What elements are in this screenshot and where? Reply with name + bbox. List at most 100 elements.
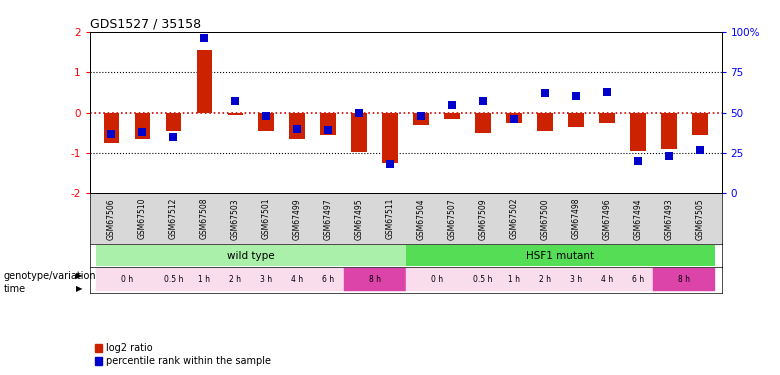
Point <box>415 113 427 119</box>
Text: GSM67512: GSM67512 <box>168 198 178 239</box>
Text: ▶: ▶ <box>76 271 83 280</box>
Point <box>291 126 303 132</box>
Bar <box>220 268 250 291</box>
Text: GSM67509: GSM67509 <box>478 198 488 240</box>
Text: 0.5 h: 0.5 h <box>473 275 493 284</box>
Text: ▶: ▶ <box>76 284 83 293</box>
Text: GSM67508: GSM67508 <box>200 198 209 240</box>
Text: 8 h: 8 h <box>679 275 690 284</box>
Bar <box>382 112 398 163</box>
Bar <box>313 268 344 291</box>
Text: GSM67496: GSM67496 <box>602 198 612 240</box>
Bar <box>506 112 522 123</box>
Bar <box>561 268 591 291</box>
Point <box>322 128 335 134</box>
Bar <box>530 268 561 291</box>
Point <box>477 98 489 104</box>
Point <box>693 147 706 153</box>
Text: GSM67504: GSM67504 <box>417 198 426 240</box>
Bar <box>352 112 367 152</box>
Text: genotype/variation: genotype/variation <box>4 271 97 280</box>
Text: GSM67498: GSM67498 <box>572 198 580 240</box>
Bar <box>104 112 119 143</box>
Bar <box>591 268 622 291</box>
Point <box>663 153 675 159</box>
Text: GSM67507: GSM67507 <box>448 198 456 240</box>
Bar <box>406 245 715 266</box>
Point <box>229 98 242 104</box>
Text: 0 h: 0 h <box>121 275 133 284</box>
Bar <box>96 245 406 266</box>
Text: 6 h: 6 h <box>322 275 335 284</box>
Text: 3 h: 3 h <box>261 275 272 284</box>
Text: 0.5 h: 0.5 h <box>164 275 183 284</box>
Text: wild type: wild type <box>227 251 275 261</box>
Text: 0 h: 0 h <box>431 275 442 284</box>
Text: 3 h: 3 h <box>570 275 582 284</box>
Bar <box>289 112 305 139</box>
Point <box>384 161 396 167</box>
Text: GSM67494: GSM67494 <box>633 198 643 240</box>
Point <box>198 35 211 41</box>
Bar <box>282 268 313 291</box>
Bar <box>228 112 243 116</box>
Bar <box>498 268 530 291</box>
Text: GSM67501: GSM67501 <box>262 198 271 240</box>
Bar <box>250 268 282 291</box>
Bar <box>321 112 336 135</box>
Bar <box>599 112 615 123</box>
Text: 1 h: 1 h <box>508 275 520 284</box>
Point <box>446 102 459 108</box>
Text: 6 h: 6 h <box>632 275 644 284</box>
Text: 2 h: 2 h <box>539 275 551 284</box>
Bar <box>622 268 654 291</box>
Bar <box>189 268 220 291</box>
Bar <box>258 112 274 131</box>
Bar <box>568 112 583 127</box>
Bar <box>630 112 646 151</box>
Text: GSM67505: GSM67505 <box>695 198 704 240</box>
Bar <box>654 268 715 291</box>
Bar <box>135 112 150 139</box>
Text: time: time <box>4 284 26 294</box>
Bar <box>413 112 429 125</box>
Bar <box>406 268 467 291</box>
Bar <box>467 268 498 291</box>
Point <box>105 130 118 136</box>
Text: 1 h: 1 h <box>198 275 211 284</box>
Text: 8 h: 8 h <box>369 275 381 284</box>
Text: GSM67497: GSM67497 <box>324 198 333 240</box>
Bar <box>158 268 189 291</box>
Bar <box>96 268 158 291</box>
Text: GSM67499: GSM67499 <box>292 198 302 240</box>
Point <box>136 129 148 135</box>
Legend: log2 ratio, percentile rank within the sample: log2 ratio, percentile rank within the s… <box>94 344 271 366</box>
Point <box>353 110 365 116</box>
Text: GSM67500: GSM67500 <box>541 198 549 240</box>
Bar <box>537 112 553 131</box>
Text: GSM67511: GSM67511 <box>385 198 395 239</box>
Point <box>632 158 644 164</box>
Text: 4 h: 4 h <box>291 275 303 284</box>
Text: GSM67506: GSM67506 <box>107 198 116 240</box>
Text: GSM67510: GSM67510 <box>138 198 147 240</box>
Bar <box>475 112 491 133</box>
Text: GSM67493: GSM67493 <box>665 198 673 240</box>
Bar <box>445 112 459 118</box>
Bar <box>661 112 676 149</box>
Text: HSF1 mutant: HSF1 mutant <box>526 251 594 261</box>
Text: GSM67495: GSM67495 <box>355 198 363 240</box>
Bar <box>692 112 707 135</box>
Text: GDS1527 / 35158: GDS1527 / 35158 <box>90 18 200 31</box>
Point <box>260 113 272 119</box>
Text: GSM67502: GSM67502 <box>509 198 519 240</box>
Point <box>601 88 613 94</box>
Bar <box>197 50 212 112</box>
Bar <box>344 268 406 291</box>
Point <box>539 90 551 96</box>
Text: 4 h: 4 h <box>601 275 613 284</box>
Bar <box>165 112 181 131</box>
Text: 2 h: 2 h <box>229 275 241 284</box>
Text: GSM67503: GSM67503 <box>231 198 239 240</box>
Point <box>569 93 582 99</box>
